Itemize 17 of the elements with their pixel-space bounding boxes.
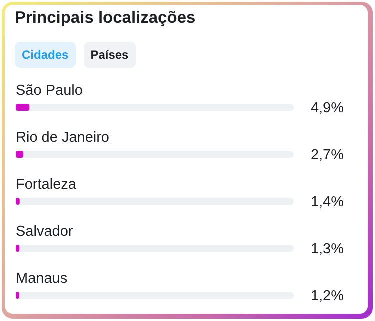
data-label: 1,2% [310, 288, 344, 304]
y-tick-label: Manaus [16, 271, 68, 287]
y-tick-label: Salvador [16, 224, 74, 240]
text: Cidades [15, 42, 76, 68]
bar [16, 104, 30, 111]
y-tick-label: Fortaleza [16, 177, 78, 193]
bar [16, 151, 24, 158]
y-tick-label: São Paulo [16, 83, 83, 99]
data-label: 1,3% [310, 242, 344, 258]
data-label: 2,7% [310, 148, 344, 164]
data-label: 4,9% [310, 100, 344, 116]
bar [16, 198, 20, 205]
text: Países [84, 42, 136, 68]
y-tick-label: Rio de Janeiro [16, 130, 110, 146]
chart-title: Principais localizações [15, 9, 196, 28]
data-label: 1,4% [310, 194, 344, 210]
bar [16, 292, 20, 299]
